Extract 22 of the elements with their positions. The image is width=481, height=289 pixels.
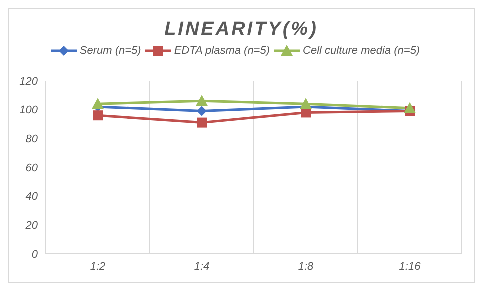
legend-label: EDTA plasma (n=5) xyxy=(174,45,270,57)
y-tick-label: 0 xyxy=(32,248,39,261)
y-tick-label: 120 xyxy=(20,76,39,88)
x-tick-label: 1:16 xyxy=(399,260,422,273)
point xyxy=(93,110,103,121)
point xyxy=(92,98,104,110)
point xyxy=(300,98,312,110)
point xyxy=(404,102,416,114)
x-tick-label: 1:8 xyxy=(298,260,315,273)
y-tick-label: 80 xyxy=(26,134,39,146)
chart-title: LINEARITY(%) xyxy=(164,19,320,42)
point xyxy=(197,118,207,128)
x-tick-label: 1:2 xyxy=(90,260,106,273)
y-tick-label: 100 xyxy=(20,104,39,117)
y-tick-label: 40 xyxy=(26,191,39,204)
y-tick-label: 60 xyxy=(26,162,39,174)
point xyxy=(197,106,207,116)
point xyxy=(196,95,208,106)
x-tick-label: 1:4 xyxy=(194,260,210,273)
y-tick-label: 20 xyxy=(24,220,39,232)
legend-label: Cell culture media (n=5) xyxy=(303,45,420,57)
legend-label: Serum (n=5) xyxy=(80,45,142,57)
